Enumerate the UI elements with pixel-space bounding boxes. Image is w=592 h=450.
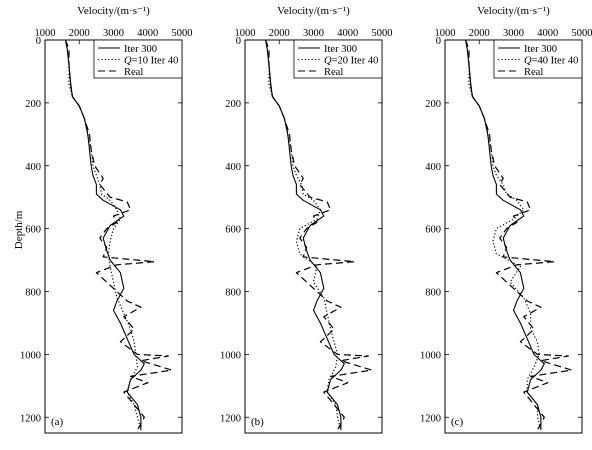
legend-label: Q=20 Iter 40 xyxy=(324,55,378,66)
panel-label: (a) xyxy=(51,416,64,428)
series-line-dotted xyxy=(265,40,342,431)
legend-label: Real xyxy=(124,67,143,78)
y-tick-label: 1200 xyxy=(20,413,41,424)
x-tick-label: 1000 xyxy=(435,28,456,39)
series-line-dotted xyxy=(64,40,142,431)
series-group xyxy=(64,40,173,431)
legend-label: Real xyxy=(324,67,343,78)
y-tick-label: 1000 xyxy=(420,350,441,361)
y-tick-label: 200 xyxy=(425,99,441,110)
legend-label: Iter 300 xyxy=(124,44,157,55)
legend-label: Q=10 Iter 40 xyxy=(124,55,178,66)
x-tick-label: 2000 xyxy=(69,28,90,39)
y-tick-label: 400 xyxy=(225,162,241,173)
y-tick-label: 400 xyxy=(425,162,441,173)
chart-panel-2: Velocity/(m·s⁻¹) 1000 2000 3000 4000 5000 0 200… xyxy=(220,5,393,434)
series-line-solid xyxy=(465,40,545,430)
series-line-dashed xyxy=(64,40,173,431)
x-tick-label: 5000 xyxy=(372,28,393,39)
legend-label: Iter 300 xyxy=(524,44,557,55)
y-tick-label: 0 xyxy=(436,36,441,47)
x-axis-label: Velocity/(m·s⁻¹) xyxy=(277,5,350,17)
y-tick-label: 400 xyxy=(25,162,41,173)
chart-panel-1: Velocity/(m·s⁻¹) 1000 2000 3000 4000 5000 0 200… xyxy=(20,5,193,434)
series-line-dashed xyxy=(465,40,573,431)
x-tick-label: 1000 xyxy=(35,28,56,39)
series-line-solid xyxy=(64,40,145,430)
y-axis-label: Depth/m xyxy=(13,210,25,249)
y-tick-label: 1000 xyxy=(20,350,41,361)
y-tick-label: 0 xyxy=(236,36,241,47)
y-tick-label: 600 xyxy=(225,225,241,236)
y-tick-label: 200 xyxy=(25,99,41,110)
chart-panel-3: Velocity/(m·s⁻¹) 1000 2000 3000 4000 5000 0 200… xyxy=(420,5,592,434)
y-tick-label: 800 xyxy=(25,288,41,299)
y-tick-label: 1200 xyxy=(420,413,441,424)
x-tick-label: 4000 xyxy=(337,28,358,39)
x-tick-label: 4000 xyxy=(537,28,558,39)
x-tick-label: 2000 xyxy=(269,28,290,39)
x-tick-label: 3000 xyxy=(103,28,124,39)
y-tick-label: 600 xyxy=(425,225,441,236)
series-group xyxy=(265,40,373,431)
panel-label: (c) xyxy=(451,416,464,428)
x-tick-label: 3000 xyxy=(503,28,524,39)
y-tick-label: 800 xyxy=(225,288,241,299)
legend-label: Q=40 Iter 40 xyxy=(524,55,578,66)
plot-frame xyxy=(244,39,383,434)
y-tick-label: 800 xyxy=(425,288,441,299)
x-axis-label: Velocity/(m·s⁻¹) xyxy=(77,5,150,17)
x-tick-label: 5000 xyxy=(572,28,592,39)
y-tick-label: 1200 xyxy=(220,413,241,424)
series-line-dashed xyxy=(265,40,373,431)
x-tick-label: 5000 xyxy=(172,28,193,39)
x-tick-label: 3000 xyxy=(303,28,324,39)
x-axis-label: Velocity/(m·s⁻¹) xyxy=(477,5,550,17)
series-group xyxy=(465,40,573,431)
y-tick-label: 0 xyxy=(36,36,41,47)
x-tick-label: 4000 xyxy=(137,28,158,39)
plot-frame xyxy=(44,39,183,434)
y-tick-label: 1000 xyxy=(220,350,241,361)
plot-frame xyxy=(444,39,583,434)
y-tick-label: 200 xyxy=(225,99,241,110)
legend-label: Real xyxy=(524,67,543,78)
legend-label: Iter 300 xyxy=(324,44,357,55)
x-tick-label: 2000 xyxy=(469,28,490,39)
panel-label: (b) xyxy=(251,416,264,428)
series-line-solid xyxy=(265,40,345,430)
series-line-dotted xyxy=(465,40,542,431)
y-tick-label: 600 xyxy=(25,225,41,236)
x-tick-label: 1000 xyxy=(235,28,256,39)
